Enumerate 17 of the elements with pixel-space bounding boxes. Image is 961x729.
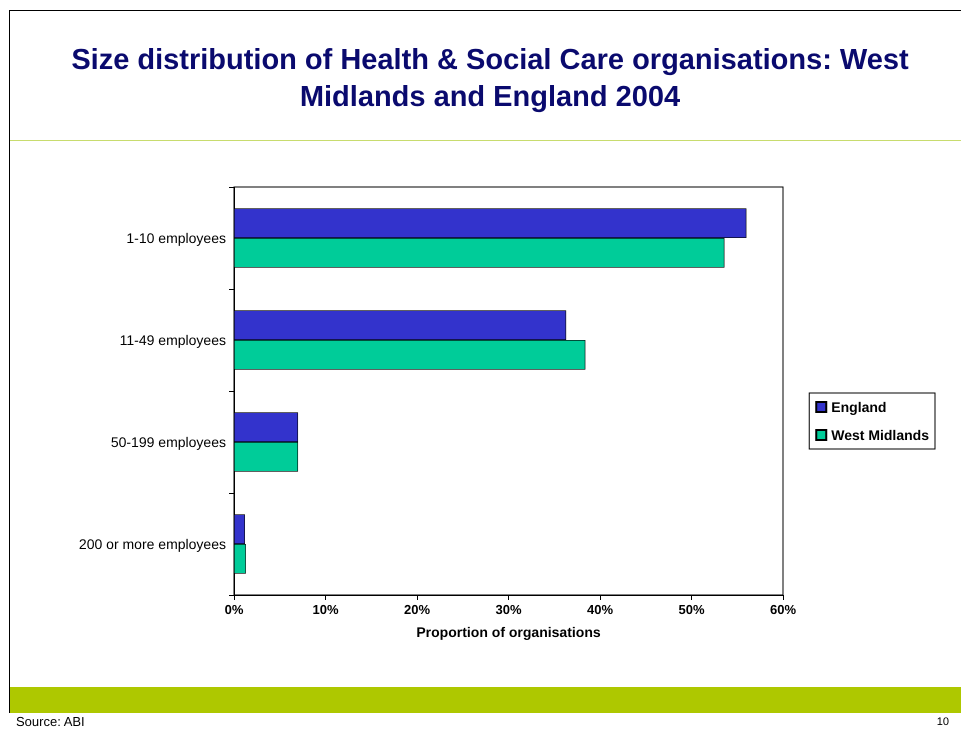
x-tick-label: 0% xyxy=(224,602,244,617)
legend-label: England xyxy=(831,399,886,415)
text: 10 xyxy=(936,716,949,728)
x-tick-label: 60% xyxy=(770,602,796,617)
y-tick-label: 11-49 employees xyxy=(120,332,226,348)
y-tick-label: 50-199 employees xyxy=(110,434,226,450)
x-tick-label: 30% xyxy=(495,602,522,617)
legend-label: West Midlands xyxy=(831,427,930,443)
x-tick-label: 50% xyxy=(678,602,705,617)
x-tick-label: 20% xyxy=(404,602,430,617)
y-tick-label: 1-10 employees xyxy=(126,230,226,246)
source-note: Source: ABI xyxy=(16,714,85,729)
x-axis-title: Proportion of organisations xyxy=(416,624,601,640)
chart-title: Size distribution of Health & Social Care organisations: West Midlands and England 2004 xyxy=(70,43,910,115)
y-tick-label: 200 or more employees xyxy=(78,536,226,552)
x-tick-label: 40% xyxy=(586,602,614,617)
x-tick-label: 10% xyxy=(312,602,339,617)
